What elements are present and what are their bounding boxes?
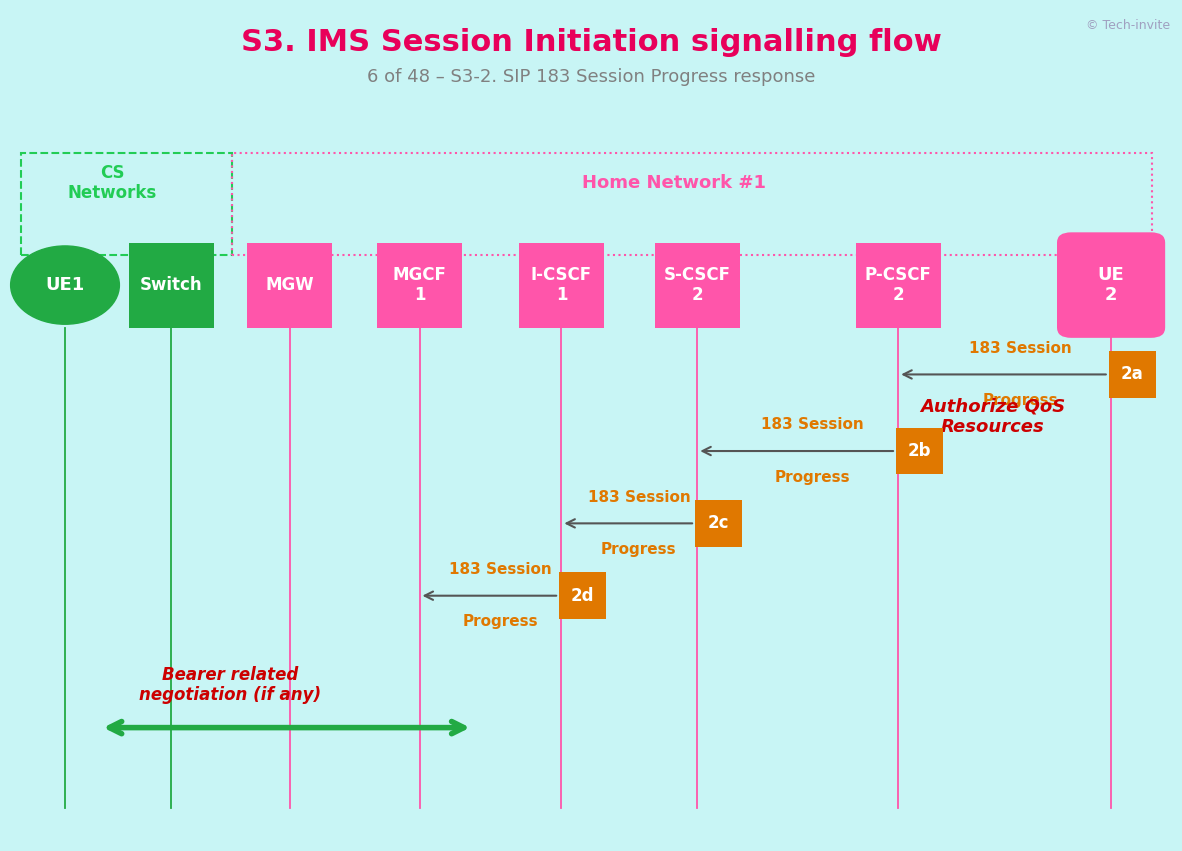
- Text: Progress: Progress: [602, 542, 677, 557]
- Text: CS
Networks: CS Networks: [67, 163, 157, 203]
- Text: I-CSCF
1: I-CSCF 1: [531, 266, 592, 305]
- Text: Bearer related
negotiation (if any): Bearer related negotiation (if any): [139, 665, 322, 705]
- Text: P-CSCF
2: P-CSCF 2: [865, 266, 931, 305]
- Text: 183 Session: 183 Session: [449, 562, 552, 577]
- Bar: [695, 500, 742, 547]
- Text: Home Network #1: Home Network #1: [582, 174, 766, 192]
- Bar: [559, 573, 606, 620]
- Bar: [655, 243, 740, 328]
- Bar: [1109, 351, 1156, 397]
- Text: S-CSCF
2: S-CSCF 2: [664, 266, 730, 305]
- Text: © Tech-invite: © Tech-invite: [1086, 19, 1170, 31]
- Text: MGCF
1: MGCF 1: [392, 266, 447, 305]
- Bar: [896, 428, 943, 475]
- Text: UE
2: UE 2: [1098, 266, 1124, 305]
- Text: 183 Session: 183 Session: [761, 417, 864, 432]
- Text: 2c: 2c: [708, 514, 729, 533]
- Circle shape: [11, 246, 119, 324]
- Text: Progress: Progress: [774, 470, 850, 485]
- Text: 2a: 2a: [1121, 365, 1144, 384]
- Text: Switch: Switch: [141, 276, 202, 294]
- Text: 183 Session: 183 Session: [969, 340, 1072, 356]
- Text: 6 of 48 – S3-2. SIP 183 Session Progress response: 6 of 48 – S3-2. SIP 183 Session Progress…: [366, 67, 816, 86]
- Bar: [519, 243, 604, 328]
- Text: 2d: 2d: [571, 586, 595, 605]
- Bar: [247, 243, 332, 328]
- Bar: [856, 243, 941, 328]
- Text: S3. IMS Session Initiation signalling flow: S3. IMS Session Initiation signalling fl…: [241, 28, 941, 57]
- Bar: [377, 243, 462, 328]
- Text: 183 Session: 183 Session: [587, 489, 690, 505]
- FancyBboxPatch shape: [1057, 232, 1165, 338]
- Text: Authorize QoS
Resources: Authorize QoS Resources: [921, 397, 1065, 437]
- Text: UE1: UE1: [45, 276, 85, 294]
- Text: MGW: MGW: [265, 276, 314, 294]
- Text: 2b: 2b: [908, 442, 931, 460]
- Bar: [129, 243, 214, 328]
- Text: Progress: Progress: [982, 393, 1058, 408]
- Text: Progress: Progress: [462, 614, 538, 630]
